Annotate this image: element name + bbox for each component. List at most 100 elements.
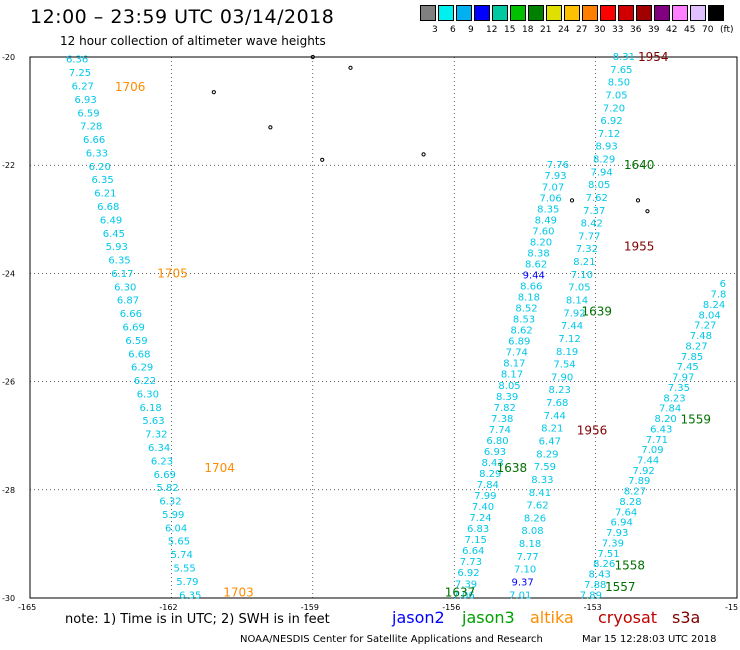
swh-value-label: 6.93 — [74, 95, 96, 106]
legend-level-label: (ft) — [720, 25, 734, 35]
island — [211, 90, 216, 95]
swh-value-label: 8.20 — [530, 237, 552, 248]
swh-value-label: 8.23 — [549, 385, 571, 396]
swh-value-label: 7.44 — [561, 321, 583, 332]
swh-value-label: 7.39 — [455, 579, 477, 590]
swh-value-label: 8.62 — [511, 326, 533, 337]
swh-value-label: 8.24 — [703, 300, 725, 311]
swh-value-label: 6.30 — [114, 282, 136, 293]
swh-value-label: 7.62 — [526, 501, 548, 512]
swh-value-label: 9.44 — [523, 270, 545, 281]
island — [635, 198, 641, 203]
swh-value-label: 8.04 — [699, 310, 721, 321]
swh-value-label: 7.73 — [460, 557, 482, 568]
legend-level-label: 39 — [648, 25, 660, 35]
swh-value-label: 7.97 — [672, 373, 694, 384]
swh-value-label: 8.05 — [588, 180, 610, 191]
legend-swatch — [618, 5, 634, 21]
legend-swatch — [564, 5, 580, 21]
swh-value-label: 7.35 — [668, 383, 690, 394]
swh-value-label: 6.59 — [77, 108, 99, 119]
swh-value-label: 8.29 — [479, 469, 501, 480]
island — [569, 198, 575, 203]
lat-tick-label: -26 — [2, 378, 15, 387]
legend-swatch — [600, 5, 616, 21]
swh-value-label: 6.47 — [539, 436, 561, 447]
swh-value-label: 6.43 — [650, 424, 672, 435]
swh-value-label: 7.01 — [509, 590, 531, 601]
swh-value-label: 8.20 — [655, 414, 677, 425]
swh-value-label: 8.53 — [513, 315, 535, 326]
map-frame — [29, 56, 738, 599]
swh-value-label: 7.15 — [465, 535, 487, 546]
swh-value-label: 7.99 — [474, 491, 496, 502]
legend-swatch — [546, 5, 562, 21]
swh-value-label: 7.32 — [576, 244, 598, 255]
swh-value-label: 7.8 — [711, 290, 727, 301]
legend-level-label: 24 — [558, 25, 570, 35]
swh-value-label: 7.44 — [544, 411, 566, 422]
pass-time-label: 1705 — [157, 266, 188, 280]
swh-value-label: 7.59 — [534, 462, 556, 473]
lon-tick-label: -15 — [725, 603, 738, 612]
island — [268, 125, 273, 130]
swh-value-label: 7.68 — [546, 398, 568, 409]
swh-value-label: 7.12 — [598, 129, 620, 140]
swh-value-label: 8.29 — [593, 155, 615, 166]
swh-value-label: 7.38 — [491, 414, 513, 425]
swh-value-label: 8.23 — [663, 393, 685, 404]
lon-tick-label: -156 — [442, 603, 460, 612]
swh-value-label: 8.66 — [520, 282, 542, 293]
pass-time-label: 1559 — [680, 412, 711, 426]
swh-value-label: 8.05 — [498, 381, 520, 392]
satellite-cryosat-label: cryosat — [598, 608, 658, 627]
swh-value-label: 7.85 — [681, 352, 703, 363]
pass-time-label: 1557 — [605, 580, 636, 594]
swh-value-label: 6.04 — [165, 523, 187, 534]
swh-value-label: 7.84 — [477, 480, 499, 491]
legend-swatch — [582, 5, 598, 21]
swh-value-label: 6.29 — [131, 363, 153, 374]
pass-time-label: 1955 — [624, 239, 655, 253]
swh-value-label: 6.64 — [462, 546, 484, 557]
swh-value-label: 8.49 — [535, 215, 557, 226]
pass-time-label: 1704 — [204, 461, 235, 475]
lat-tick-label: -24 — [2, 269, 15, 278]
swh-value-label: 7.88 — [584, 580, 606, 591]
swh-value-label: 7.10 — [514, 565, 536, 576]
legend-level-label: 15 — [504, 25, 516, 35]
legend-swatch — [690, 5, 706, 21]
swh-value-label: 8.26 — [593, 559, 615, 570]
swh-value-label: 7.05 — [568, 283, 590, 294]
swh-value-label: 7.37 — [583, 206, 605, 217]
pass-time-label: 1956 — [577, 423, 608, 437]
credit-line: NOAA/NESDIS Center for Satellite Applica… — [240, 634, 543, 645]
legend-level-label: 6 — [450, 25, 456, 35]
legend-swatch — [636, 5, 652, 21]
swh-value-label: 7.92 — [563, 308, 585, 319]
legend-swatch — [438, 5, 454, 21]
swh-value-label: 8.21 — [541, 424, 563, 435]
swh-value-label: 7.48 — [690, 331, 712, 342]
legend-swatch — [456, 5, 472, 21]
swh-value-label: 8.38 — [527, 248, 549, 259]
swh-value-label: 6.35 — [91, 175, 113, 186]
swh-value-label: 6.66 — [83, 135, 105, 146]
swh-value-label: 8.31 — [613, 52, 635, 63]
swh-value-label: 6.21 — [94, 189, 116, 200]
swh-value-label: 6.34 — [148, 443, 170, 454]
legend-level-label: 33 — [612, 25, 624, 35]
swh-value-label: 7.07 — [542, 182, 564, 193]
footnote: note: 1) Time is in UTC; 2) SWH is in fe… — [65, 612, 330, 627]
legend-level-label: 70 — [702, 25, 714, 35]
swh-value-label: 8.27 — [685, 341, 707, 352]
swh-value-label: 5.99 — [162, 510, 184, 521]
swh-value-label: 8.35 — [537, 204, 559, 215]
legend-level-label: 30 — [594, 25, 606, 35]
swh-value-label: 5.79 — [176, 577, 198, 588]
swh-value-label: 7.74 — [506, 348, 528, 359]
swh-value-label: 6.33 — [86, 148, 108, 159]
swh-value-label: 5.65 — [168, 537, 190, 548]
swh-value-label: 7.44 — [637, 455, 659, 466]
pass-time-label: 1954 — [638, 50, 669, 64]
